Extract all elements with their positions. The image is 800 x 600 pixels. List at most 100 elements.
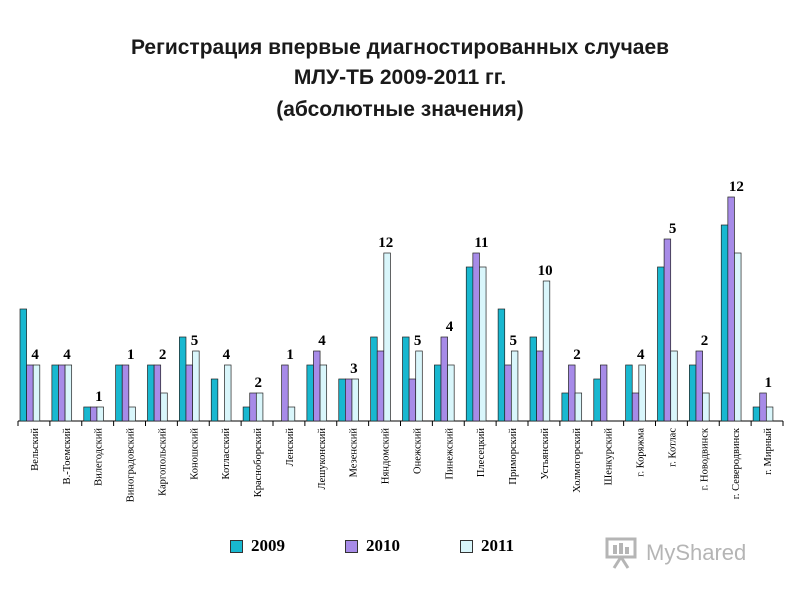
bar-2009	[529, 336, 537, 422]
data-label: 4	[63, 347, 71, 363]
data-label: 5	[669, 221, 677, 237]
bar-2009	[115, 364, 123, 422]
bar-2011	[415, 350, 423, 422]
chart-title-line1: Регистрация впервые диагностированных сл…	[130, 36, 670, 59]
bar-2009	[561, 392, 569, 422]
bar-2009	[210, 378, 219, 422]
bar-2009	[147, 364, 155, 422]
bar-2010	[313, 350, 321, 422]
data-label: 4	[223, 347, 231, 363]
bar-2009	[720, 224, 729, 422]
bar-2009	[51, 364, 59, 422]
bar-2010	[536, 350, 544, 422]
bar-2011	[383, 252, 391, 422]
category-label: Шенкурский	[604, 428, 615, 486]
watermark: MyShared	[604, 536, 746, 570]
bar-2010	[663, 238, 672, 422]
data-label: 2	[573, 347, 581, 363]
bar-2009	[179, 336, 187, 422]
bar-2010	[440, 336, 448, 422]
category-label: Приморский	[508, 428, 519, 485]
bar-2010	[121, 364, 130, 422]
legend-swatch-2009	[230, 539, 243, 553]
bar-2011	[255, 392, 264, 422]
bar-2009	[657, 266, 665, 422]
bar-2011	[160, 392, 168, 422]
data-label: 12	[378, 235, 393, 251]
category-label: Коношский	[189, 428, 200, 480]
data-label: 4	[31, 347, 39, 363]
bar-2010	[153, 364, 162, 422]
category-label: Плесецкий	[476, 428, 487, 478]
data-label: 2	[701, 333, 709, 349]
category-label: Каргопольский	[157, 428, 168, 496]
bar-2011	[479, 266, 487, 422]
bar-2010	[568, 364, 576, 422]
category-label: г. Котлас	[667, 428, 678, 467]
presentation-icon	[605, 537, 637, 569]
bar-2011	[702, 392, 710, 422]
category-label: Пинежский	[444, 428, 455, 480]
bar-2011	[765, 406, 774, 422]
category-label: В.-Тоемский	[62, 428, 73, 485]
bar-2010	[58, 364, 66, 422]
bar-2009	[338, 378, 346, 422]
data-label: 3	[350, 361, 358, 377]
bar-2011	[574, 392, 583, 422]
bar-2011	[351, 378, 359, 422]
bar-2009	[752, 406, 761, 422]
category-label: Красноборский	[253, 428, 264, 498]
category-label: г. Новодвинск	[699, 427, 710, 490]
bar-2009	[19, 308, 27, 422]
bar-2011	[638, 364, 646, 422]
bar-2011	[447, 364, 455, 422]
legend: 2009 2010 2011	[230, 536, 514, 556]
data-label: 5	[414, 333, 422, 349]
bar-2011	[542, 280, 551, 422]
bar-2009	[689, 364, 697, 422]
category-label: Лешуконский	[317, 428, 328, 490]
data-label: 1	[127, 347, 135, 363]
category-label: г. Северодвинск	[731, 427, 742, 499]
data-label: 1	[286, 347, 294, 363]
bar-2011	[670, 350, 678, 422]
legend-item-2009: 2009	[230, 536, 285, 556]
category-label: Виноградовский	[126, 428, 137, 503]
bar-2011	[287, 406, 296, 422]
bar-2010	[472, 252, 480, 422]
bar-2010	[408, 378, 417, 422]
bar-2011	[64, 364, 73, 422]
bar-2010	[345, 378, 353, 422]
data-label: 5	[191, 333, 199, 349]
legend-item-2011: 2011	[460, 536, 514, 556]
watermark-text: MyShared	[646, 540, 747, 565]
category-label: г. Мирный	[763, 428, 774, 475]
category-label: Вельский	[30, 428, 41, 471]
data-label: 5	[510, 333, 518, 349]
category-label: Няндомский	[381, 428, 392, 484]
bar-2010	[185, 364, 193, 422]
data-label: 4	[318, 333, 326, 349]
legend-item-2010: 2010	[345, 536, 400, 556]
category-label: Котласский	[221, 428, 232, 480]
bar-2009	[625, 364, 633, 422]
data-label: 4	[637, 347, 645, 363]
data-label: 1	[95, 389, 103, 405]
bar-2009	[370, 336, 378, 422]
data-label: 12	[729, 179, 744, 195]
bar-2011	[734, 252, 742, 422]
legend-label-2010: 2010	[366, 536, 400, 555]
legend-swatch-2010	[345, 539, 358, 553]
bar-2010	[631, 392, 640, 422]
category-label: Холмогорский	[572, 428, 583, 493]
data-label: 11	[474, 235, 488, 251]
bar-2010	[695, 350, 703, 422]
data-label: 2	[255, 375, 263, 391]
bar-2009	[465, 266, 474, 422]
bar-2010	[759, 392, 767, 422]
category-label: Устьянский	[540, 428, 551, 480]
bar-2010	[249, 392, 257, 422]
bar-2011	[510, 350, 519, 422]
bar-2011	[32, 364, 41, 422]
